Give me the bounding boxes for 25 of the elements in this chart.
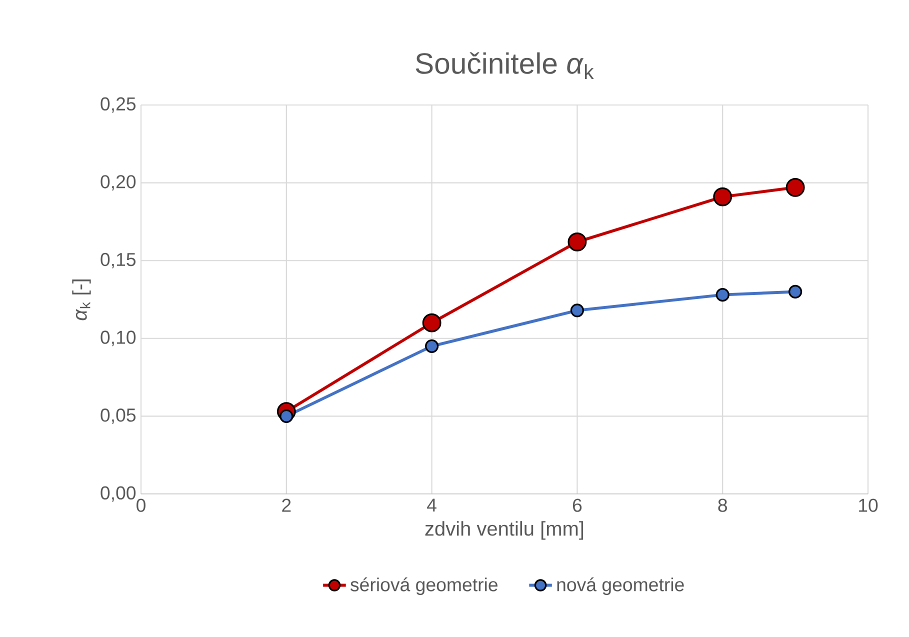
point (788, 284, 802, 299)
legend-label: sériová geometrie (350, 577, 498, 596)
point (570, 304, 584, 318)
y-tick-label: 0,15 (100, 252, 136, 268)
point (422, 313, 442, 332)
x-tick-label: 6 (572, 498, 582, 512)
legend-label: nová geometrie (557, 577, 684, 596)
point (786, 178, 805, 197)
x-tick-label: 4 (427, 498, 436, 512)
x-tick-label: 10 (859, 498, 878, 512)
y-tick-label: 0,00 (100, 486, 136, 502)
x-tick-label: 2 (282, 498, 291, 512)
point (568, 232, 587, 252)
y-tick-label: 0,05 (100, 408, 136, 424)
point (425, 339, 439, 353)
x-axis-title: zdvih ventilu [mm] (425, 521, 584, 540)
x-tick-label: 0 (136, 498, 146, 512)
y-tick-label: 0,10 (100, 330, 136, 346)
chart-title: Součinitele α$_{k}$ (416, 52, 594, 79)
point (713, 187, 732, 206)
y-tick-label: 0,20 (100, 175, 136, 191)
y-axis-title: α$_{k}$ [-] (72, 280, 91, 320)
point (716, 288, 730, 302)
y-tick-label: 0,25 (100, 97, 136, 113)
x-tick-label: 8 (718, 498, 727, 512)
